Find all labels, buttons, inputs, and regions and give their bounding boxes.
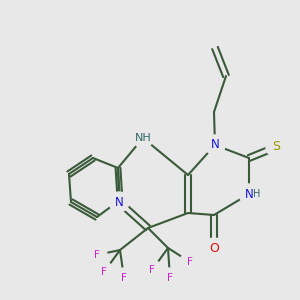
Circle shape [239,184,259,204]
Text: N: N [115,196,123,208]
Circle shape [205,135,225,155]
Circle shape [87,245,107,265]
Circle shape [142,260,162,280]
Text: F: F [94,250,100,260]
Circle shape [94,262,114,282]
Circle shape [160,268,180,288]
Circle shape [109,192,129,212]
Circle shape [133,128,153,148]
Circle shape [266,137,286,157]
Text: H: H [253,189,260,199]
Text: F: F [121,273,127,283]
Text: S: S [272,140,280,154]
Text: NH: NH [135,133,152,143]
Circle shape [114,268,134,288]
Circle shape [180,252,200,272]
Text: O: O [209,242,219,254]
Text: F: F [167,273,173,283]
Circle shape [204,238,224,258]
Circle shape [245,186,261,202]
Text: F: F [187,257,193,267]
Text: N: N [244,188,253,200]
Text: F: F [149,265,155,275]
Text: N: N [211,139,219,152]
Text: F: F [101,267,107,277]
